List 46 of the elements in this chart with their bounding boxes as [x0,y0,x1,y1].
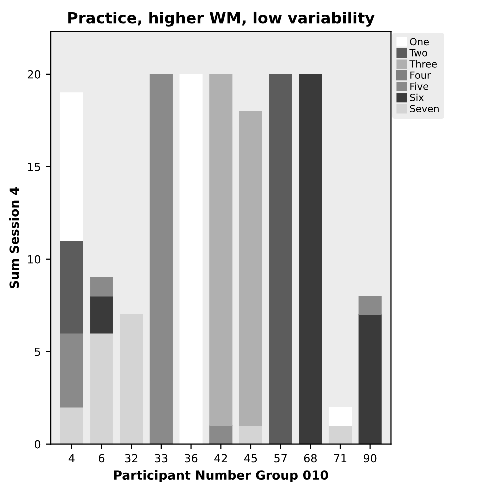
bar [210,74,233,426]
legend-label: Two [410,50,428,57]
bar [299,74,322,444]
x-tick-label: 90 [364,454,377,463]
bar [239,111,263,426]
bar [60,240,84,334]
bar [60,407,84,444]
legend-label: Four [410,72,432,80]
y-tick-label: 10 [28,255,41,264]
x-tick-label: 71 [334,454,347,463]
x-tick-label: 6 [99,454,105,463]
legend-label: One [410,38,429,46]
legend-label: Six [410,94,424,102]
chart-title: Practice, higher WM, low variability [68,12,375,27]
bar [180,74,203,444]
y-tick-label: 5 [35,348,40,356]
legend-label: Five [410,82,429,90]
legend-label: Seven [410,105,439,113]
bar [120,314,144,444]
x-tick-label: 45 [244,454,258,463]
bar [60,333,84,408]
bar [269,74,292,444]
x-tick-label: 68 [304,454,317,463]
bar [328,407,352,426]
x-tick-label: 33 [155,454,168,463]
y-tick-label: 20 [28,70,41,79]
bar [328,426,352,444]
y-tick-label: 0 [34,440,41,449]
x-axis-title: Participant Number Group 010 [114,470,328,482]
bar [90,333,114,444]
bar [150,74,173,444]
bar [90,296,114,334]
y-tick-label: 15 [28,163,40,172]
bar [210,426,233,444]
bar [239,426,263,444]
x-tick-label: 36 [185,454,198,463]
x-tick-label: 4 [68,454,75,463]
y-axis-title: Sum Session 4 [10,187,20,288]
legend-label: Three [410,60,438,68]
x-tick-label: 32 [125,454,138,463]
bar [358,314,382,444]
bar [60,92,84,242]
bar [90,278,114,297]
x-tick-label: 57 [274,454,287,463]
bar [358,296,382,316]
x-tick-label: 42 [214,454,228,463]
